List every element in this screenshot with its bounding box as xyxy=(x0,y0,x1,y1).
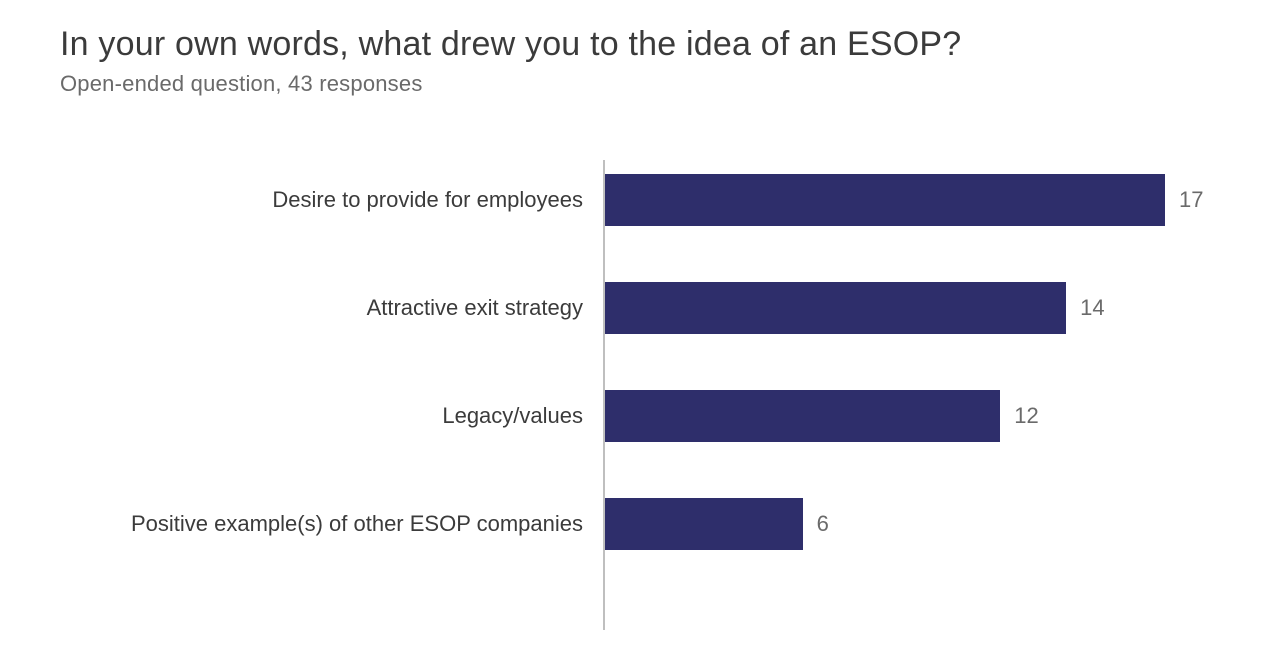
category-label: Desire to provide for employees xyxy=(272,187,603,213)
category-label: Legacy/values xyxy=(442,403,603,429)
bar-row: Attractive exit strategy14 xyxy=(603,282,1163,334)
bar xyxy=(605,282,1066,334)
value-label: 14 xyxy=(1066,295,1104,321)
category-label: Attractive exit strategy xyxy=(367,295,603,321)
bar-row: Legacy/values12 xyxy=(603,390,1163,442)
chart-subtitle: Open-ended question, 43 responses xyxy=(60,71,1221,97)
bar-row: Positive example(s) of other ESOP compan… xyxy=(603,498,1163,550)
chart-container: In your own words, what drew you to the … xyxy=(0,0,1281,660)
bar xyxy=(605,390,1000,442)
value-label: 12 xyxy=(1000,403,1038,429)
bar-row: Desire to provide for employees17 xyxy=(603,174,1163,226)
bar xyxy=(605,498,803,550)
bar xyxy=(605,174,1165,226)
chart-title: In your own words, what drew you to the … xyxy=(60,24,1221,65)
value-label: 6 xyxy=(803,511,829,537)
value-label: 17 xyxy=(1165,187,1203,213)
chart-plot-area: Desire to provide for employees17 Attract… xyxy=(603,160,1163,630)
category-label: Positive example(s) of other ESOP compan… xyxy=(131,511,603,537)
